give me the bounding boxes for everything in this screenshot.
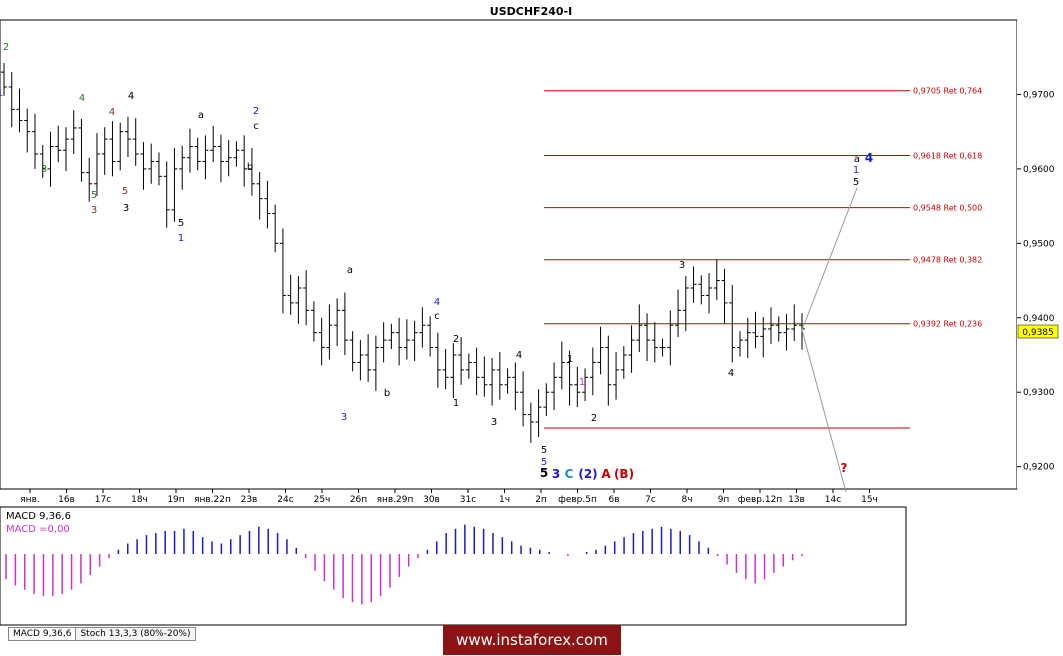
x-tick-label: 2п <box>535 495 547 505</box>
current-price-label: 0,9385 <box>1022 328 1054 338</box>
wave-label: 2 <box>3 42 9 53</box>
x-tick-label: 25ч <box>314 495 331 505</box>
x-tick-label: 6в <box>608 495 619 505</box>
wave-label: 5 <box>541 457 547 468</box>
fib-levels: 0,9705 Ret 0,764 0,9618 Ret 0,618 0,9548 R… <box>544 87 982 429</box>
wave-label: 5 <box>178 218 184 229</box>
x-tick-label: 14с <box>825 495 841 505</box>
x-tick-label: 18ч <box>131 495 148 505</box>
wave-label: 1 <box>178 233 184 244</box>
macd-label-value: MACD =0,00 <box>6 524 70 535</box>
wave-label: 4 <box>865 151 873 165</box>
y-tick-label: 0,9600 <box>1023 165 1055 175</box>
wave-label: c <box>253 121 259 132</box>
x-tick-label: 16в <box>58 495 75 505</box>
y-tick-label: 0,9300 <box>1023 388 1055 398</box>
wave-label: 3 <box>123 203 129 214</box>
x-tick-label: 24с <box>277 495 293 505</box>
wave-label: a <box>347 265 353 276</box>
x-tick-label: 30в <box>423 495 440 505</box>
macd-histogram <box>5 524 803 605</box>
wave-label: 5 <box>122 186 128 197</box>
wave-label: 3 <box>91 205 97 216</box>
wave-label: 5 <box>540 466 548 480</box>
wave-label: 1 <box>453 398 459 409</box>
wave-label: 4 <box>516 350 522 361</box>
fib-label: 0,9705 Ret 0,764 <box>913 87 982 96</box>
x-tick-label: 13в <box>788 495 805 505</box>
x-tick-label: 15ч <box>861 495 878 505</box>
x-tick-label: 17с <box>95 495 111 505</box>
projection-down <box>801 329 847 493</box>
x-tick-label: 9п <box>718 495 730 505</box>
x-tick-label: янв. <box>20 495 39 505</box>
wave-label: a <box>854 154 860 165</box>
wave-label: A <box>601 467 611 481</box>
wave-label: a <box>198 110 204 121</box>
x-tick-label: 23в <box>241 495 258 505</box>
x-tick-label: 19п <box>167 495 184 505</box>
wave-label: 4 <box>434 297 440 308</box>
fib-label: 0,9478 Ret 0,382 <box>913 256 982 265</box>
wave-label: 3 <box>41 164 47 175</box>
wave-label: ? <box>841 461 848 475</box>
wave-label: 5 <box>853 177 859 188</box>
wave-label: 4 <box>79 93 85 104</box>
x-tick-label: янв.29п <box>377 495 414 505</box>
wave-label: 3 <box>679 260 685 271</box>
x-tick-label: 8ч <box>681 495 692 505</box>
chart-title: USDCHF240-I <box>490 5 572 18</box>
wave-label: 2 <box>253 106 259 117</box>
projection-lines <box>801 187 858 493</box>
wave-label: 3 <box>341 412 347 423</box>
fib-label: 0,9392 Ret 0,236 <box>913 320 982 329</box>
wave-label: 5 <box>541 445 547 456</box>
y-tick-label: 0,9400 <box>1023 314 1055 324</box>
wave-label: 1 <box>0 88 3 99</box>
y-tick-label: 0,9700 <box>1023 90 1055 100</box>
indicator-tabs: MACD 9,36,6 Stoch 13,3,3 (80%-20%) <box>8 627 196 641</box>
fib-label: 0,9548 Ret 0,500 <box>913 204 982 213</box>
tab-stoch[interactable]: Stoch 13,3,3 (80%-20%) <box>75 627 196 641</box>
x-tick-label: 1ч <box>499 495 510 505</box>
wave-label: 3 <box>552 467 560 481</box>
wave-label: b <box>247 162 253 173</box>
projection-up <box>801 187 858 331</box>
x-tick-label: 7с <box>645 495 656 505</box>
wave-label: 5 <box>91 190 97 201</box>
macd-panel-frame <box>0 506 907 626</box>
y-tick-label: 0,9500 <box>1023 239 1055 249</box>
x-axis: янв. 16в 17с 18ч 19п янв.22п 23в 24с 25ч 26п янв.2… <box>20 489 878 505</box>
wave-label: 4 <box>728 368 734 379</box>
right-axis-bg <box>1017 20 1063 489</box>
wave-label: 2 <box>591 413 597 424</box>
x-tick-label: февр.12п <box>738 495 783 505</box>
wave-label: 4 <box>128 91 134 102</box>
tab-macd[interactable]: MACD 9,36,6 <box>8 627 77 641</box>
wave-label: 4 <box>109 107 115 118</box>
wave-label: 2 <box>453 334 459 345</box>
wave-label: 1 <box>567 354 573 365</box>
x-tick-label: 31с <box>460 495 476 505</box>
wave-label: (2) <box>578 467 597 481</box>
wave-label: C <box>565 467 574 481</box>
wave-label: 1 <box>853 165 859 176</box>
wave-label: (B) <box>614 467 634 481</box>
fib-label: 0,9618 Ret 0,618 <box>913 151 982 160</box>
x-tick-label: 26п <box>350 495 367 505</box>
y-tick-label: 0,9200 <box>1023 463 1055 473</box>
x-tick-label: янв.22п <box>194 495 231 505</box>
macd-label-main: MACD 9,36,6 <box>6 511 71 522</box>
x-tick-label: февр.5п <box>558 495 597 505</box>
wave-label: c <box>434 311 440 322</box>
wave-labels: 213453454351a2cba3b4c21345553C(2)A(B)112… <box>0 42 873 481</box>
wave-label: 3 <box>491 417 497 428</box>
y-axis: 0,9700 0,9600 0,9500 0,9400 0,9300 0,9200 <box>1017 90 1055 473</box>
wave-label: b <box>384 388 390 399</box>
candles <box>1 63 805 443</box>
wave-label: 1 <box>579 377 585 388</box>
current-price-badge <box>1017 324 1059 339</box>
watermark[interactable]: www.instaforex.com <box>443 625 621 655</box>
